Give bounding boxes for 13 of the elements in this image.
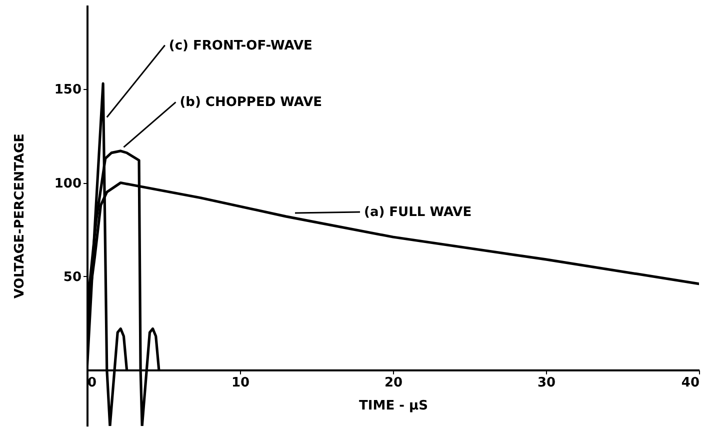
y-tick-label: 100 (54, 176, 82, 192)
x-axis-title: TIME - μS (359, 398, 428, 414)
y-tick-label: 150 (54, 82, 82, 98)
y-tick-label: 50 (63, 270, 82, 285)
annotation: (c) FRONT-OF-WAVE (168, 38, 312, 54)
annotation: (a) FULL WAVE (364, 205, 472, 220)
x-tick-label: 0 (88, 375, 97, 390)
annotation: (b) CHOPPED WAVE (180, 95, 322, 110)
x-tick-label: 20 (384, 375, 403, 390)
x-tick-label: 10 (231, 375, 250, 390)
x-tick-label: 40 (681, 375, 700, 390)
x-tick-label: 30 (537, 375, 556, 390)
y-axis-title: VOLTAGE-PERCENTAGE (12, 133, 28, 299)
